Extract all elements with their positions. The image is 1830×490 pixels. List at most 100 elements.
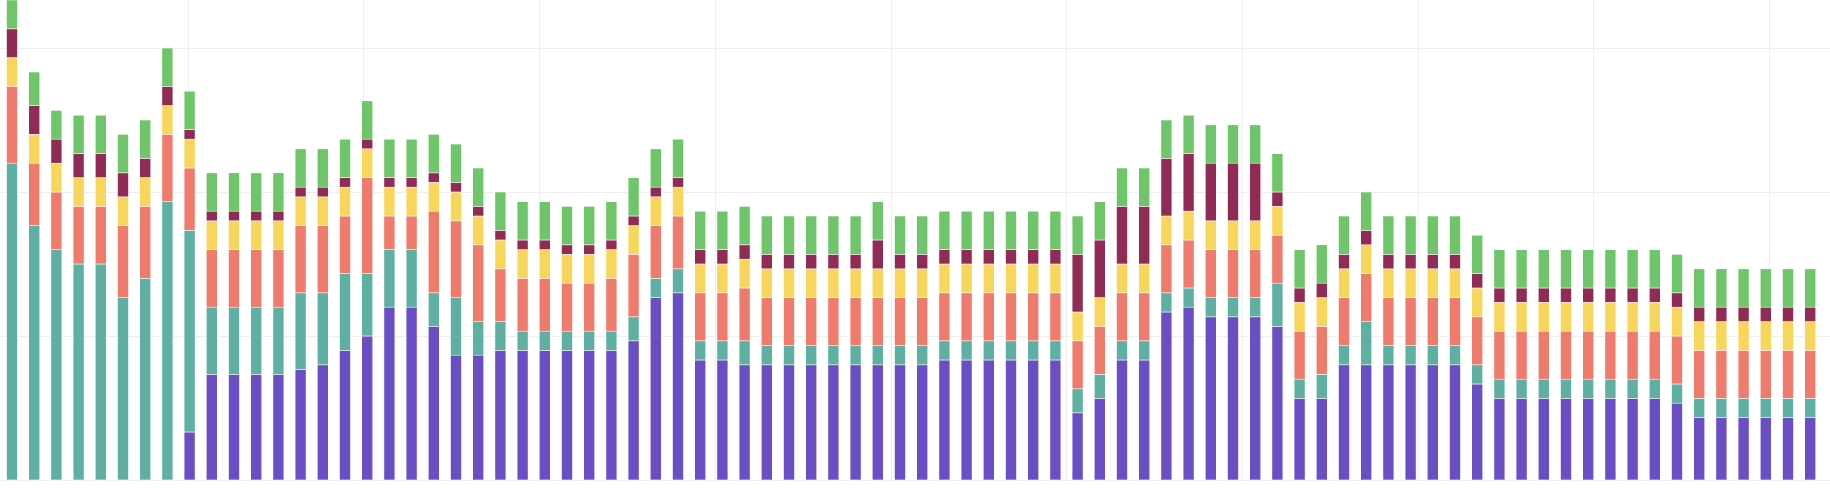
- bar-segment: [1404, 297, 1417, 346]
- bar-segment: [916, 364, 929, 481]
- bar-segment: [1271, 234, 1284, 284]
- bar-segment: [1737, 268, 1750, 308]
- bar-segment: [849, 297, 862, 346]
- bar-segment: [1271, 153, 1284, 193]
- bar-segment: [1404, 364, 1417, 481]
- bar-segment: [583, 206, 596, 246]
- bar-segment: [672, 268, 684, 294]
- bar-segment: [72, 206, 85, 265]
- bar-segment: [716, 292, 729, 342]
- bar-segment: [1271, 206, 1284, 236]
- bar-stack: [1626, 249, 1639, 481]
- bar-segment: [1338, 297, 1350, 346]
- bar-segment: [605, 330, 618, 351]
- bar-segment: [1493, 398, 1506, 481]
- bar-segment: [694, 210, 707, 250]
- bar-segment: [1538, 249, 1550, 289]
- bar-segment: [1094, 201, 1106, 241]
- bar-segment: [50, 191, 63, 250]
- bar-segment: [894, 297, 906, 346]
- bar-segment: [494, 268, 507, 322]
- bar-segment: [894, 364, 906, 481]
- bar-segment: [472, 244, 485, 322]
- bar-segment: [1693, 268, 1705, 308]
- bar-segment: [716, 263, 729, 294]
- bar-segment: [1071, 340, 1084, 390]
- bar-segment: [561, 330, 573, 351]
- bar-segment: [849, 364, 862, 481]
- bar-segment: [538, 239, 551, 250]
- bar-segment: [427, 172, 440, 183]
- bar-segment: [494, 350, 507, 481]
- bar-segment: [472, 206, 485, 217]
- bar-segment: [982, 292, 995, 342]
- bar-stack: [1538, 249, 1550, 481]
- bar-segment: [605, 249, 618, 279]
- bar-segment: [1005, 210, 1017, 250]
- bar-segment: [1715, 350, 1728, 399]
- bar-segment: [1427, 268, 1439, 298]
- bar-stack: [1271, 153, 1284, 481]
- bar-segment: [1649, 249, 1661, 289]
- bar-stack: [1471, 234, 1483, 481]
- bar-segment: [383, 177, 396, 188]
- bar-segment: [161, 47, 174, 87]
- bar-segment: [805, 364, 818, 481]
- bar-segment: [250, 306, 262, 375]
- bar-segment: [1604, 249, 1617, 289]
- bar-segment: [1182, 306, 1195, 481]
- bar-segment: [649, 297, 662, 481]
- bar-segment: [28, 134, 41, 164]
- bar-segment: [1360, 230, 1372, 246]
- bar-segment: [938, 210, 951, 250]
- bar-segment: [716, 210, 729, 250]
- bar-segment: [494, 230, 507, 241]
- bar-segment: [916, 345, 929, 366]
- bar-segment: [827, 297, 840, 346]
- bar-segment: [627, 177, 640, 217]
- bar-segment: [1027, 249, 1039, 265]
- bar-segment: [827, 268, 840, 298]
- bar-stack: [316, 148, 329, 481]
- bar-segment: [1604, 378, 1617, 399]
- bar-segment: [450, 297, 462, 356]
- bar-segment: [316, 148, 329, 188]
- bar-stack: [28, 71, 41, 481]
- bar-segment: [960, 340, 973, 361]
- bar-segment: [1049, 210, 1062, 250]
- bar-segment: [1515, 330, 1528, 380]
- bar-segment: [1493, 378, 1506, 399]
- bar-segment: [450, 182, 462, 193]
- bar-segment: [1116, 167, 1128, 207]
- bar-stack: [982, 210, 995, 481]
- bar-segment: [1693, 350, 1705, 399]
- bar-segment: [1094, 326, 1106, 375]
- bar-segment: [1382, 364, 1395, 481]
- bar-segment: [1493, 287, 1506, 303]
- bar-segment: [272, 210, 285, 222]
- bar-segment: [1626, 398, 1639, 481]
- bar-stack: [427, 134, 440, 481]
- bar-segment: [827, 364, 840, 481]
- bar-segment: [139, 119, 151, 159]
- bar-stack: [450, 143, 462, 481]
- bar-segment: [228, 172, 240, 212]
- bar-segment: [1049, 359, 1062, 481]
- bar-segment: [1338, 364, 1350, 481]
- bar-segment: [272, 172, 285, 212]
- bar-segment: [117, 134, 129, 174]
- bar-segment: [1538, 378, 1550, 399]
- bar-segment: [1027, 210, 1039, 250]
- bar-segment: [1005, 292, 1017, 342]
- bar-stack: [1005, 210, 1017, 481]
- bar-segment: [161, 201, 174, 481]
- bar-stack: [383, 138, 396, 481]
- bar-segment: [1293, 378, 1306, 399]
- bar-segment: [760, 254, 773, 270]
- bar-segment: [294, 292, 307, 370]
- bar-segment: [1671, 306, 1683, 337]
- bar-stack: [716, 210, 729, 481]
- bar-segment: [294, 186, 307, 198]
- bar-segment: [894, 254, 906, 270]
- bar-segment: [1671, 292, 1683, 308]
